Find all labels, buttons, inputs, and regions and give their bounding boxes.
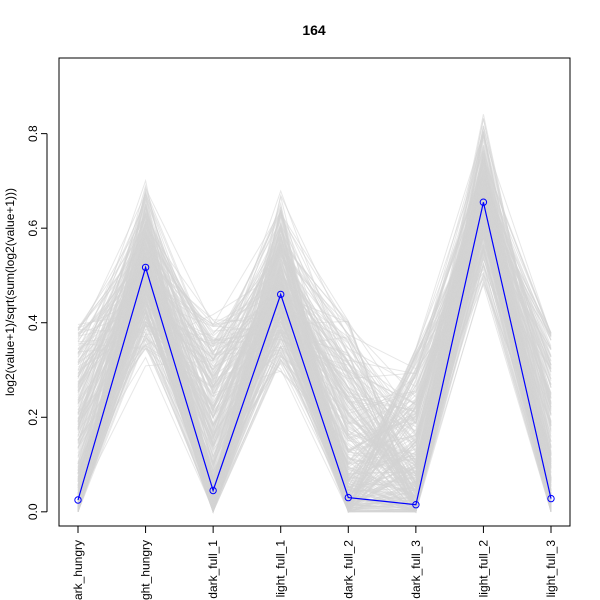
x-tick-label: dark_full_2	[341, 540, 355, 599]
x-tick-label: light_hungry	[139, 540, 153, 600]
highlight-point	[209, 486, 217, 495]
background-series-line	[77, 250, 552, 512]
background-series-group	[77, 114, 552, 514]
highlight-point	[547, 494, 555, 503]
y-axis: 0.0 0.2 0.4 0.6 0.8	[26, 125, 48, 520]
y-tick-label: 0.8	[26, 125, 40, 142]
highlight-point	[479, 198, 488, 206]
background-series-line	[77, 227, 552, 512]
x-tick-label: light_full_2	[476, 540, 490, 598]
y-axis-label: log2(value+1)/sqrt(sum(log2(value+1)))	[3, 188, 17, 396]
highlight-point	[277, 290, 285, 299]
background-series-line	[77, 205, 552, 502]
background-series-line	[77, 220, 552, 501]
highlight-point	[141, 263, 150, 272]
x-tick-label: dark_full_1	[206, 540, 220, 599]
x-tick-label: light_full_3	[544, 540, 558, 598]
x-tick-label: light_full_1	[274, 540, 288, 598]
highlight-point	[74, 496, 82, 504]
background-series-line	[77, 244, 552, 509]
x-tick-label: dark_hungry	[71, 540, 85, 600]
y-tick-label: 0.4	[26, 314, 40, 331]
background-series-line	[77, 182, 552, 510]
x-tick-label: dark_full_3	[409, 540, 423, 599]
background-series-line	[77, 233, 552, 510]
y-tick-label: 0.6	[26, 220, 40, 237]
background-series-line	[77, 136, 552, 498]
background-series-line	[77, 163, 552, 512]
y-tick-label: 0.0	[26, 503, 40, 520]
background-series-line	[77, 170, 552, 499]
chart-title: 164	[302, 22, 326, 38]
background-series-line	[77, 197, 552, 513]
highlight-point	[344, 493, 352, 502]
y-tick-label: 0.2	[26, 409, 40, 426]
background-series-line	[77, 227, 552, 513]
highlight-series-group	[74, 198, 555, 509]
highlight-point	[412, 501, 420, 509]
background-series-line	[77, 211, 552, 506]
highlight-series-line	[77, 202, 552, 506]
x-axis: dark_hungry light_hungry dark_full_1 light_…	[71, 525, 558, 600]
